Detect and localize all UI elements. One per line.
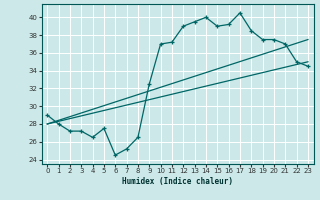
X-axis label: Humidex (Indice chaleur): Humidex (Indice chaleur) <box>122 177 233 186</box>
